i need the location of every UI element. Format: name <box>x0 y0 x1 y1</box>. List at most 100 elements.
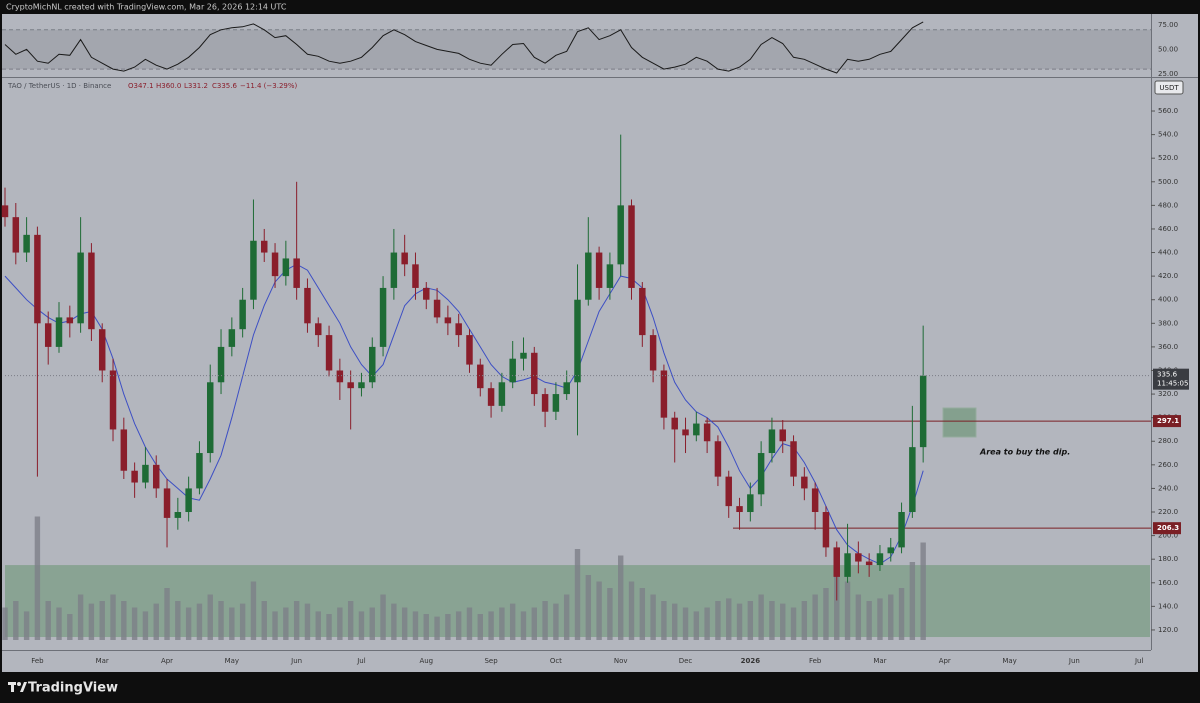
volume-bar <box>261 601 267 640</box>
candle-body <box>466 335 473 365</box>
volume-bar <box>207 594 213 640</box>
volume-bar <box>596 581 602 640</box>
x-tick-label: Oct <box>550 657 562 665</box>
volume-bar <box>801 601 808 640</box>
candle-body <box>801 476 808 489</box>
candle-body <box>88 252 95 330</box>
ohlc-value: O347.1 <box>128 82 154 90</box>
volume-bar <box>434 616 440 640</box>
candle-body <box>671 417 678 430</box>
volume-bar <box>250 581 257 640</box>
volume-bar <box>855 594 862 640</box>
volume-bar <box>682 607 689 640</box>
y-tick-label: 480.0 <box>1158 201 1178 209</box>
volume-bar <box>423 614 429 640</box>
candle-body <box>109 370 117 430</box>
rsi-tick-label: 75.00 <box>1158 21 1178 29</box>
x-tick-label: Dec <box>679 657 693 665</box>
volume-bar <box>672 603 678 640</box>
volume-bar <box>229 607 235 640</box>
candle-body <box>606 264 614 288</box>
volume-bar <box>909 562 916 640</box>
volume-bar <box>272 611 278 640</box>
currency-box <box>1154 80 1184 95</box>
candle-body <box>865 561 873 566</box>
candle-body <box>768 429 776 454</box>
volume-bar <box>326 614 332 640</box>
candle-body <box>152 464 160 489</box>
candle-body <box>455 323 462 336</box>
candle-body <box>703 423 711 442</box>
candle-body <box>98 329 106 371</box>
candle-body <box>876 553 884 566</box>
rsi-band <box>2 29 1151 70</box>
y-tick-label: 260.0 <box>1158 461 1178 469</box>
x-tick-label: Jun <box>290 657 302 665</box>
candle-body <box>714 441 722 477</box>
x-tick-label: Feb <box>31 657 44 665</box>
candle-body <box>228 329 236 347</box>
candle-body <box>498 382 506 406</box>
volume-bar <box>337 607 343 640</box>
last-price-label: 335.6 <box>1157 371 1178 379</box>
candle-body <box>1 205 9 218</box>
logo-part <box>11 685 14 692</box>
y-tick-label: 540.0 <box>1158 131 1178 139</box>
volume-bar <box>758 594 764 640</box>
y-tick-label: 520.0 <box>1158 154 1178 162</box>
candle-body <box>844 553 851 577</box>
volume-bar <box>175 601 181 640</box>
x-tick-label: Mar <box>873 657 886 665</box>
x-tick-label: May <box>225 657 239 665</box>
candle-body <box>822 512 830 548</box>
y-tick-label: 560.0 <box>1158 107 1178 115</box>
candle-body <box>358 382 365 389</box>
volume-bar <box>110 594 116 640</box>
candle-body <box>887 547 894 554</box>
x-tick-label: Jul <box>356 657 366 665</box>
candle-body <box>185 488 192 513</box>
volume-bar <box>315 611 321 640</box>
level-label: 206.3 <box>1157 524 1179 532</box>
y-tick-label: 160.0 <box>1158 579 1178 587</box>
volume-bar <box>736 603 743 640</box>
volume-bar <box>812 594 818 640</box>
volume-bar <box>520 611 527 640</box>
level-box <box>1153 415 1181 428</box>
volume-bar <box>283 607 289 640</box>
candle-body <box>649 335 657 371</box>
volume-bar <box>164 588 170 640</box>
volume-bar <box>877 598 883 640</box>
candle-body <box>487 388 495 406</box>
candle-body <box>325 335 333 371</box>
volume-bar <box>131 607 138 640</box>
volume-bar <box>67 614 73 640</box>
volume-bar <box>153 603 159 640</box>
level-label: 297.1 <box>1157 417 1179 425</box>
y-tick-label: 140.0 <box>1158 602 1178 610</box>
volume-bar <box>574 549 581 640</box>
volume-bar <box>391 603 397 640</box>
volume-bar <box>369 607 375 640</box>
volume-bar <box>45 601 51 640</box>
volume-bar <box>704 607 710 640</box>
candle-body <box>206 382 214 454</box>
candle-body <box>174 512 182 518</box>
y-tick-label: 440.0 <box>1158 249 1178 257</box>
volume-bar <box>23 611 30 640</box>
y-tick-label: 320.0 <box>1158 390 1178 398</box>
candle-body <box>336 370 344 383</box>
y-tick-label: 460.0 <box>1158 225 1178 233</box>
volume-bar <box>121 601 127 640</box>
candle-body <box>790 441 797 477</box>
x-tick-label: Jul <box>1134 657 1144 665</box>
volume-bar <box>607 588 613 640</box>
volume-bar <box>455 611 462 640</box>
volume-bar <box>834 575 840 640</box>
volume-bar <box>412 611 419 640</box>
brand: TradingView <box>28 681 118 696</box>
volume-bar <box>2 607 8 640</box>
candle-body <box>390 252 398 288</box>
